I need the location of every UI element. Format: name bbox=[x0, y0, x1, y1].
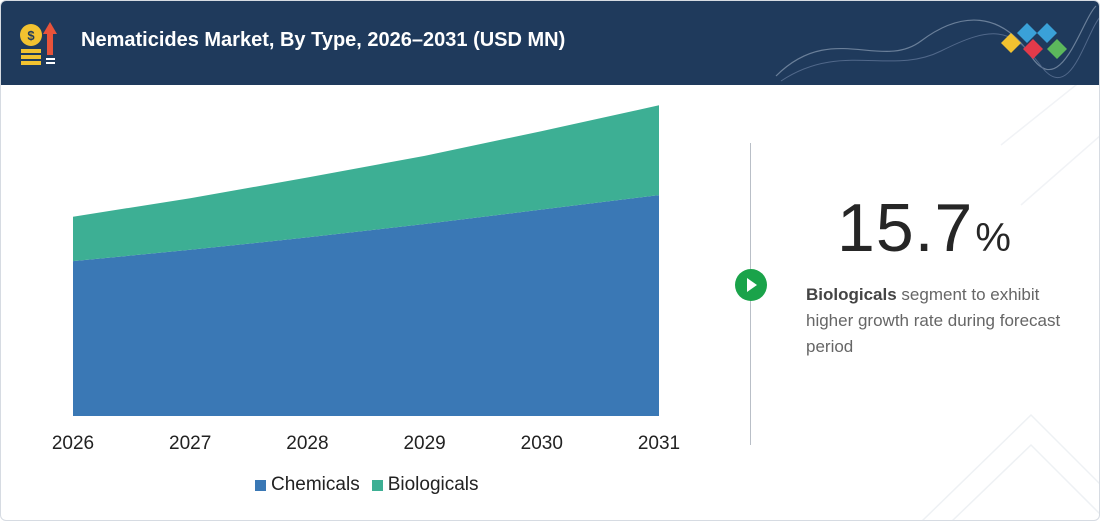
area-biologicals bbox=[73, 105, 659, 262]
play-icon bbox=[735, 269, 767, 301]
legend-item-biologicals: Biologicals bbox=[371, 474, 479, 496]
x-tick-label: 2027 bbox=[169, 433, 211, 454]
legend-item-chemicals: Chemicals bbox=[255, 474, 360, 496]
area-chart: 2026 2027 2028 2029 2030 2031 bbox=[52, 105, 680, 454]
growth-description: Biologicals segment to exhibit higher gr… bbox=[806, 282, 1066, 360]
x-tick-label: 2031 bbox=[638, 433, 680, 454]
header-bar: $ Nematicides Market, By Type, 2026–2031… bbox=[1, 1, 1099, 85]
svg-text:$: $ bbox=[27, 28, 35, 43]
growth-rate-stat: 15.7% bbox=[837, 189, 1011, 267]
x-tick-label: 2026 bbox=[52, 433, 94, 454]
x-tick-label: 2029 bbox=[403, 433, 445, 454]
area-chemicals bbox=[73, 195, 659, 416]
growth-rate-value: 15.7 bbox=[837, 190, 974, 266]
segment-name: Biologicals bbox=[806, 285, 897, 304]
x-tick-label: 2030 bbox=[521, 433, 563, 454]
brand-logo bbox=[1001, 23, 1067, 59]
decorative-background-lines bbox=[921, 85, 1099, 520]
money-growth-icon: $ bbox=[20, 22, 57, 65]
growth-rate-unit: % bbox=[975, 216, 1011, 260]
legend-label-biologicals: Biologicals bbox=[387, 474, 479, 495]
chart-title: Nematicides Market, By Type, 2026–2031 (… bbox=[81, 29, 566, 51]
legend-swatch-biologicals bbox=[371, 479, 383, 491]
x-tick-label: 2028 bbox=[286, 433, 328, 454]
decorative-waves bbox=[775, 5, 1099, 82]
chart-legend: Chemicals Biologicals bbox=[255, 474, 479, 496]
legend-swatch-chemicals bbox=[255, 479, 266, 491]
description-text: segment to exhibit higher growth rate du… bbox=[806, 285, 1061, 356]
legend-label-chemicals: Chemicals bbox=[271, 474, 360, 495]
